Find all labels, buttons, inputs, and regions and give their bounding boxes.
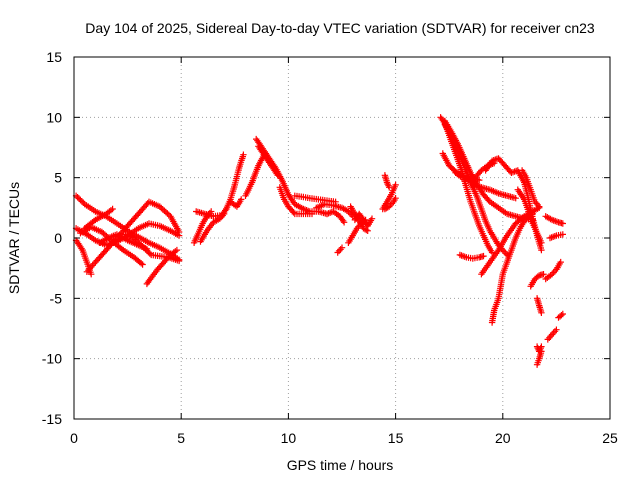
data-point	[538, 246, 545, 254]
data-point	[559, 310, 566, 318]
y-tick-label: 0	[54, 230, 62, 246]
data-point	[290, 209, 297, 216]
x-tick-label: 15	[388, 430, 404, 446]
data-point	[143, 245, 151, 253]
data-point	[238, 196, 245, 203]
data-point	[551, 328, 559, 335]
data-point	[559, 220, 566, 227]
data-point	[118, 245, 125, 253]
data-point	[308, 210, 316, 218]
data-point	[386, 184, 393, 191]
data-point	[162, 208, 170, 216]
data-series	[72, 114, 566, 368]
grid	[74, 57, 610, 419]
data-point	[335, 247, 343, 255]
data-point	[175, 257, 183, 265]
data-point	[558, 312, 565, 319]
data-point	[339, 217, 347, 224]
data-point	[75, 195, 83, 202]
data-point	[220, 210, 228, 218]
data-point	[132, 236, 139, 243]
data-point	[536, 203, 543, 210]
x-axis-label: GPS time / hours	[287, 457, 394, 473]
data-point	[158, 204, 165, 212]
y-tick-label: 15	[46, 49, 62, 65]
data-point	[130, 234, 138, 242]
y-axis-label: SDTVAR / TECUs	[6, 182, 22, 294]
data-point	[392, 195, 399, 202]
data-point	[538, 309, 545, 316]
data-point	[109, 205, 116, 213]
data-point	[538, 239, 545, 246]
data-point	[334, 249, 341, 256]
data-point	[538, 348, 545, 355]
data-point	[88, 271, 95, 278]
data-point	[368, 215, 376, 222]
data-point	[74, 194, 81, 201]
data-point	[557, 258, 564, 266]
x-tick-label: 25	[602, 430, 618, 446]
data-point	[173, 246, 181, 254]
data-point	[340, 219, 348, 226]
chart-title: Day 104 of 2025, Sidereal Day-to-day VTE…	[85, 20, 595, 36]
x-tick-label: 0	[70, 430, 78, 446]
data-point	[544, 336, 551, 343]
data-point	[480, 252, 487, 260]
data-point	[175, 228, 183, 236]
data-point	[222, 207, 229, 214]
data-point	[156, 203, 163, 210]
data-point	[139, 261, 146, 268]
x-tick-label: 20	[495, 430, 511, 446]
data-point	[337, 246, 344, 253]
data-point	[240, 151, 247, 158]
data-point	[164, 210, 171, 217]
y-tick-label: -15	[42, 411, 62, 427]
data-point	[338, 244, 346, 251]
x-tick-label: 5	[177, 430, 185, 446]
y-tick-label: 5	[54, 170, 62, 186]
data-point	[138, 260, 145, 267]
data-point	[559, 231, 566, 238]
data-point	[274, 172, 281, 179]
data-point	[77, 196, 84, 204]
data-point	[392, 181, 399, 189]
data-point	[145, 248, 152, 256]
data-point	[363, 226, 370, 234]
axis-ticks: 0 5 10 15 20 25 -15 -10 -5 0 5 10 15	[42, 49, 618, 446]
y-tick-label: 10	[46, 109, 62, 125]
data-point	[553, 326, 560, 333]
data-point	[90, 217, 98, 225]
data-point	[146, 250, 153, 257]
data-point	[540, 271, 547, 278]
y-tick-label: -10	[42, 351, 62, 367]
data-point	[459, 252, 467, 260]
data-point	[100, 230, 107, 237]
data-point	[78, 198, 86, 205]
data-point	[512, 195, 519, 202]
x-tick-label: 10	[281, 430, 297, 446]
y-tick-label: -5	[50, 290, 63, 306]
data-point	[476, 176, 483, 184]
